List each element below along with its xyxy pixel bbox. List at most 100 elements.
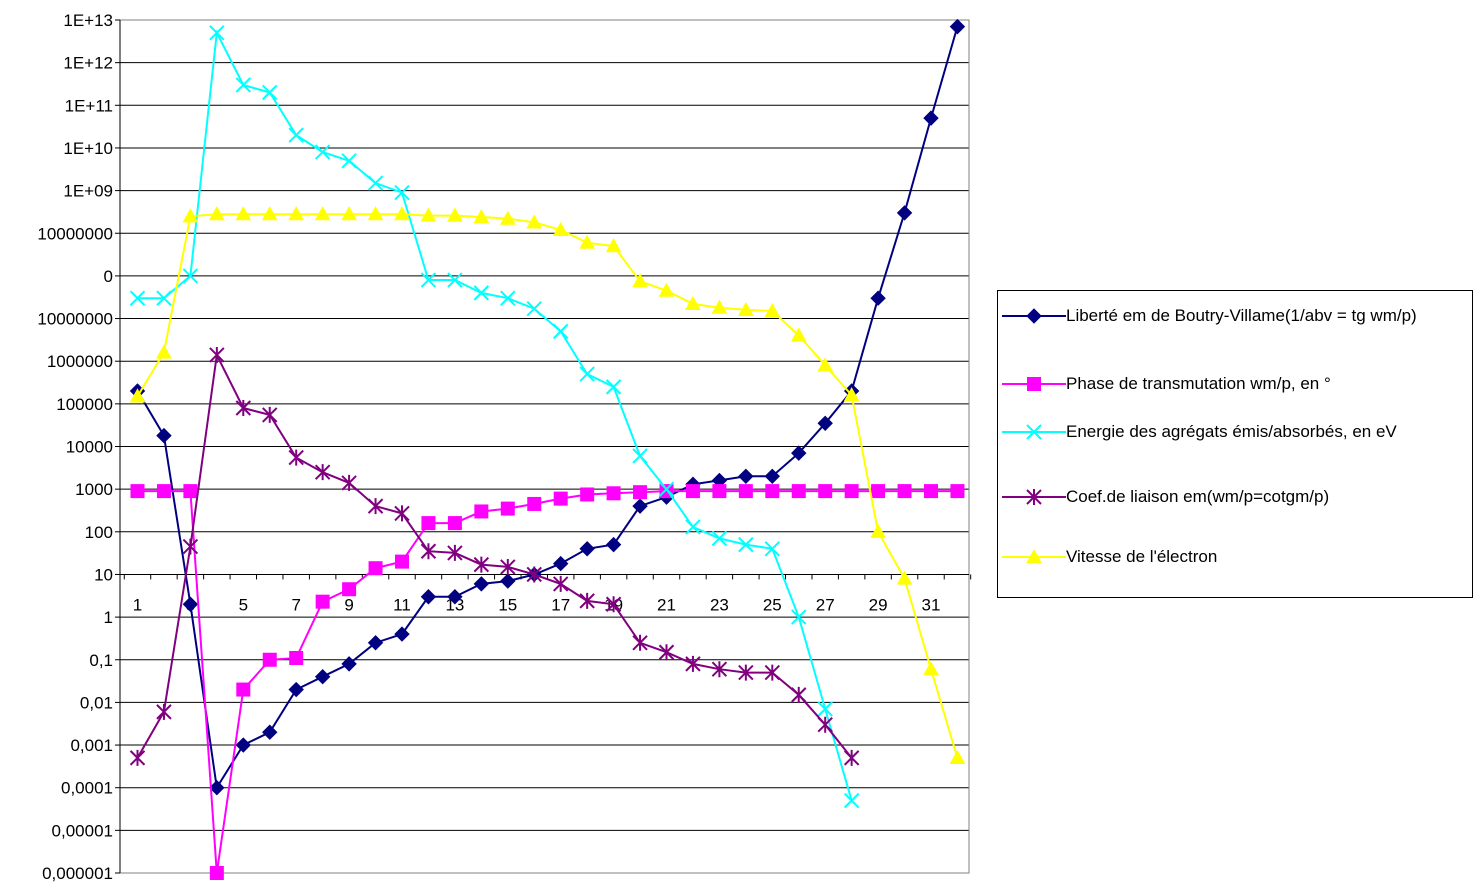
data-point-triangle — [949, 749, 966, 764]
data-point-x — [843, 792, 860, 809]
data-point-square — [818, 484, 833, 499]
data-point-star — [843, 749, 860, 766]
data-point-diamond — [394, 626, 410, 642]
data-point-x — [1026, 424, 1042, 440]
data-point-star — [738, 664, 754, 681]
data-point-star — [288, 449, 304, 466]
y-tick-label: 1E+12 — [63, 54, 113, 73]
data-point-square — [500, 501, 515, 516]
data-point-star — [262, 406, 278, 423]
data-point-star — [526, 566, 542, 583]
y-tick-label: 10000000 — [37, 224, 113, 243]
x-tick-label: 17 — [551, 595, 570, 614]
x-tick-label: 25 — [763, 595, 782, 614]
data-point-triangle — [526, 214, 543, 229]
series-line — [136, 351, 853, 759]
data-point-diamond — [182, 596, 199, 612]
y-tick-label: 10000000 — [37, 310, 113, 329]
data-point-diamond — [552, 555, 569, 572]
data-point-triangle — [764, 303, 781, 318]
data-point-triangle — [182, 208, 199, 223]
data-point-diamond — [447, 589, 463, 605]
data-point-x — [473, 285, 490, 301]
data-point-triangle — [843, 387, 860, 402]
data-point-triangle — [420, 207, 437, 222]
y-axis-ticks: 1E+131E+121E+111E+101E+09100000000100000… — [37, 11, 121, 883]
data-point-diamond — [870, 290, 886, 306]
legend-label: Vitesse de l'électron — [1066, 547, 1218, 566]
data-point-x — [156, 290, 172, 306]
data-point-square — [1027, 377, 1041, 391]
data-point-triangle — [341, 206, 357, 221]
data-point-star — [156, 703, 172, 720]
data-point-star — [632, 634, 648, 651]
data-point-triangle — [658, 282, 675, 297]
data-point-square — [130, 484, 145, 499]
data-point-square — [633, 485, 648, 500]
legend: Liberté em de Boutry-Villame(1/abv = tg … — [997, 290, 1473, 598]
y-tick-label: 1 — [104, 608, 113, 627]
x-tick-label: 23 — [710, 595, 729, 614]
data-point-x — [262, 84, 278, 101]
data-point-x — [367, 175, 384, 191]
series-line — [136, 26, 959, 791]
data-point-star — [817, 716, 833, 733]
data-point-triangle — [209, 206, 225, 221]
data-point-star — [341, 474, 357, 491]
data-point-triangle — [711, 299, 728, 314]
data-point-square — [765, 484, 780, 499]
x-tick-label: 27 — [816, 595, 835, 614]
data-point-star — [209, 346, 225, 363]
data-point-star — [1026, 489, 1042, 505]
data-point-triangle — [288, 206, 305, 221]
data-point-square — [289, 650, 304, 665]
data-point-x — [764, 541, 781, 557]
data-point-square — [315, 594, 330, 609]
data-point-triangle — [499, 210, 516, 225]
series-line — [137, 29, 853, 801]
x-tick-label: 29 — [869, 595, 888, 614]
legend-label: Liberté em de Boutry-Villame(1/abv = tg … — [1066, 306, 1417, 325]
data-point-diamond — [738, 468, 754, 485]
data-point-square — [421, 516, 436, 531]
data-point-diamond — [288, 681, 304, 698]
legend-swatch — [1002, 308, 1066, 324]
data-point-x — [394, 184, 410, 201]
data-point-x — [288, 127, 304, 143]
data-point-square — [262, 652, 277, 667]
data-point-star — [764, 664, 781, 681]
y-tick-label: 0,01 — [80, 693, 113, 712]
data-point-triangle — [156, 344, 172, 359]
data-point-triangle — [738, 301, 754, 316]
data-point-x — [500, 290, 516, 306]
data-point-star — [235, 399, 252, 416]
x-tick-label: 13 — [445, 595, 464, 614]
data-point-square — [236, 682, 251, 697]
y-tick-label: 1E+09 — [63, 182, 113, 201]
data-point-triangle — [632, 273, 648, 288]
data-point-square — [844, 484, 859, 499]
data-point-triangle — [605, 238, 622, 253]
data-point-star — [711, 661, 728, 678]
y-tick-label: 0,00001 — [52, 821, 113, 840]
data-point-triangle — [314, 206, 331, 221]
y-tick-label: 10 — [94, 565, 113, 584]
data-point-square — [527, 496, 542, 511]
x-tick-label: 31 — [922, 595, 941, 614]
data-point-x — [526, 301, 542, 317]
data-point-star — [552, 575, 569, 592]
legend-swatch — [1002, 489, 1066, 505]
data-point-diamond — [605, 536, 622, 553]
data-point-star — [605, 596, 622, 613]
data-point-star — [579, 592, 595, 609]
data-point-x — [658, 481, 675, 497]
data-point-diamond — [896, 205, 913, 221]
series-4 — [129, 346, 860, 766]
data-point-diamond — [420, 589, 437, 605]
data-point-triangle — [261, 206, 278, 221]
data-point-triangle — [579, 234, 595, 249]
data-point-triangle — [790, 327, 807, 342]
y-tick-label: 0 — [104, 267, 113, 286]
data-point-star — [182, 538, 199, 555]
data-point-star — [447, 544, 463, 561]
